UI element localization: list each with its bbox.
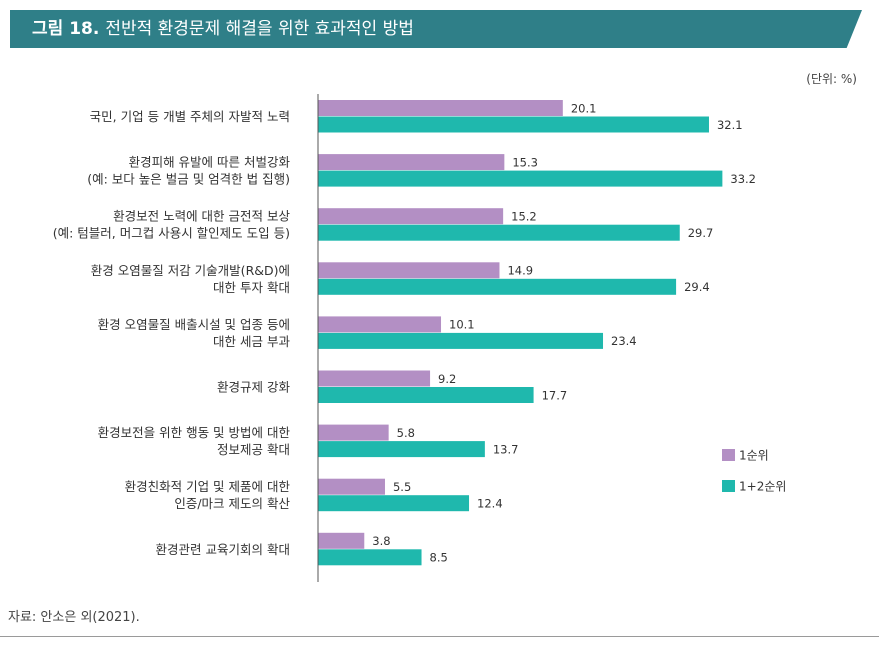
bar-first-second-rank (318, 224, 680, 241)
data-label: 29.4 (684, 280, 710, 294)
bottom-divider (0, 636, 879, 637)
bar-first-second-rank (318, 387, 534, 403)
data-label: 15.3 (512, 155, 538, 169)
data-label: 20.1 (571, 101, 597, 115)
data-label: 32.1 (717, 118, 743, 132)
legend-label: 1순위 (739, 449, 769, 463)
category-label: (예: 텀블러, 머그컵 사용시 할인제도 도입 등) (53, 226, 290, 241)
data-label: 14.9 (507, 264, 533, 278)
category-label: 국민, 기업 등 개별 주체의 자발적 노력 (90, 109, 290, 124)
data-label: 17.7 (542, 388, 568, 402)
data-label: 12.4 (477, 496, 503, 510)
legend-label: 1+2순위 (739, 480, 786, 494)
bar-first-rank (318, 154, 505, 171)
bar-first-rank (318, 424, 389, 441)
category-label: 환경 오염물질 배출시설 및 업종 등에 (98, 317, 290, 332)
bar-first-rank (318, 532, 365, 549)
category-label: 환경규제 강화 (217, 380, 290, 395)
bar-first-second-rank (318, 170, 723, 187)
category-label: 대한 세금 부과 (213, 334, 290, 349)
data-label: 5.8 (397, 426, 415, 440)
chart-title: 그림 18. 전반적 환경문제 해결을 위한 효과적인 방법 (32, 10, 414, 48)
data-label: 9.2 (438, 372, 456, 386)
category-label: 정보제공 확대 (217, 442, 290, 457)
category-label: 인증/마크 제도의 확산 (174, 496, 290, 511)
category-label: 환경 오염물질 저감 기술개발(R&D)에 (91, 263, 290, 278)
bar-first-rank (318, 478, 385, 495)
bar-first-second-rank (318, 441, 485, 458)
category-label: 대한 투자 확대 (213, 280, 290, 295)
bar-first-second-rank (318, 332, 604, 349)
data-label: 33.2 (730, 172, 756, 186)
bar-first-second-rank (318, 549, 422, 566)
data-label: 10.1 (449, 318, 475, 332)
bar-first-second-rank (318, 495, 470, 512)
category-label: 환경보전 노력에 대한 금전적 보상 (113, 209, 290, 224)
data-label: 15.2 (511, 209, 537, 223)
bar-first-rank (318, 262, 500, 279)
category-label: 환경친화적 기업 및 제품에 대한 (125, 479, 291, 494)
title-banner: 그림 18. 전반적 환경문제 해결을 위한 효과적인 방법 (10, 10, 862, 48)
figure-label: 그림 18. (32, 19, 100, 39)
bar-first-second-rank (318, 116, 709, 133)
bar-chart: 국민, 기업 등 개별 주체의 자발적 노력 20.1 32.1 환경피해 유발에 따… (53, 94, 786, 582)
data-label: 3.8 (372, 534, 390, 548)
data-label: 5.5 (393, 480, 411, 494)
figure-title: 전반적 환경문제 해결을 위한 효과적인 방법 (105, 19, 414, 39)
data-label: 8.5 (430, 551, 448, 565)
category-label: (예: 보다 높은 벌금 및 엄격한 법 집행) (87, 172, 290, 187)
legend-swatch (722, 480, 735, 492)
category-label: 환경관련 교육기회의 확대 (156, 542, 290, 557)
bar-first-rank (318, 100, 563, 116)
unit-label: (단위: %) (806, 72, 857, 86)
bar-first-rank (318, 316, 442, 333)
data-label: 29.7 (688, 226, 714, 240)
category-label: 환경피해 유발에 따른 처벌강화 (129, 155, 291, 170)
data-label: 23.4 (611, 334, 637, 348)
bar-first-rank (318, 208, 504, 225)
category-label: 환경보전을 위한 행동 및 방법에 대한 (98, 425, 291, 440)
source-note: 자료: 안소은 외(2021). (8, 610, 140, 625)
bar-first-second-rank (318, 278, 677, 295)
bar-first-rank (318, 370, 431, 387)
data-label: 13.7 (493, 442, 519, 456)
legend-swatch (722, 449, 735, 461)
